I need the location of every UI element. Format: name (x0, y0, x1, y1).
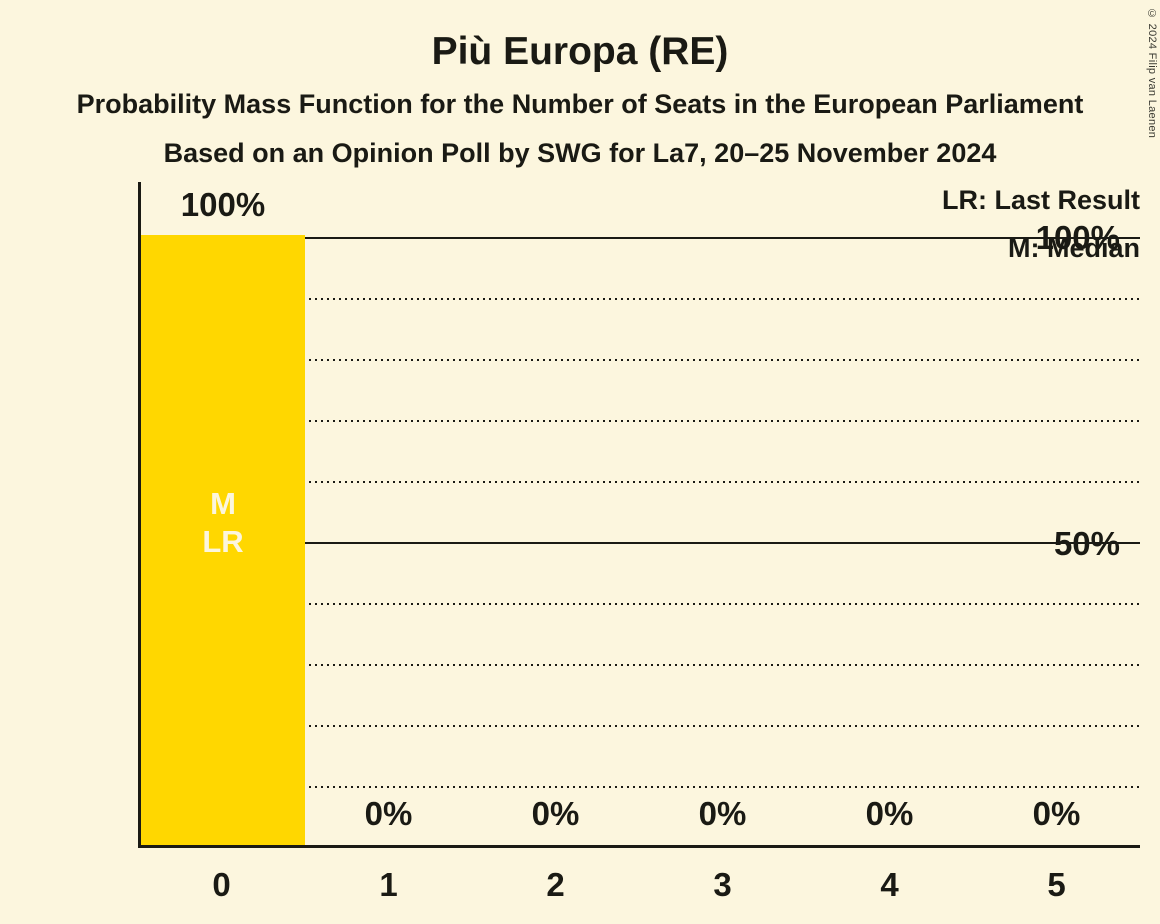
bar-value-label-0: 100% (180, 186, 266, 223)
gridline-100 (141, 237, 1140, 239)
legend-last-result: LR: Last Result (941, 185, 1140, 215)
bar-value-label-4: 0% (865, 795, 914, 832)
x-axis-label-0: 0 (212, 866, 231, 903)
bar-seats-0: M LR (141, 235, 305, 845)
gridline-90 (141, 298, 1140, 300)
x-axis-label-1: 1 (379, 866, 398, 903)
last-result-marker: LR (202, 524, 244, 559)
bar-value-label-5: 0% (1032, 795, 1081, 832)
legend-median: M: Median (1008, 233, 1140, 263)
median-marker: M (210, 486, 236, 521)
gridline-20 (141, 725, 1140, 727)
copyright-notice: © 2024 Filip van Laenen (1146, 8, 1158, 139)
chart-poll-source: Based on an Opinion Poll by SWG for La7,… (163, 138, 997, 168)
gridline-70 (141, 420, 1140, 422)
gridline-60 (141, 481, 1140, 483)
gridline-30 (141, 664, 1140, 666)
bar-value-label-1: 0% (364, 795, 413, 832)
gridline-50 (141, 542, 1140, 544)
x-axis-label-4: 4 (880, 866, 899, 903)
x-axis-label-5: 5 (1047, 866, 1066, 903)
x-axis-label-3: 3 (713, 866, 732, 903)
bar-value-label-2: 0% (531, 795, 580, 832)
bar-marker-labels: M LR (141, 485, 305, 561)
chart-subtitle: Probability Mass Function for the Number… (76, 89, 1084, 119)
page-title: Più Europa (RE) (431, 30, 729, 73)
gridline-10 (141, 786, 1140, 788)
plot-area: M LR 100% 0% 0% 0% 0% 0% (138, 182, 1140, 848)
gridline-80 (141, 359, 1140, 361)
bar-value-label-3: 0% (698, 795, 747, 832)
gridline-40 (141, 603, 1140, 605)
x-axis-label-2: 2 (546, 866, 565, 903)
